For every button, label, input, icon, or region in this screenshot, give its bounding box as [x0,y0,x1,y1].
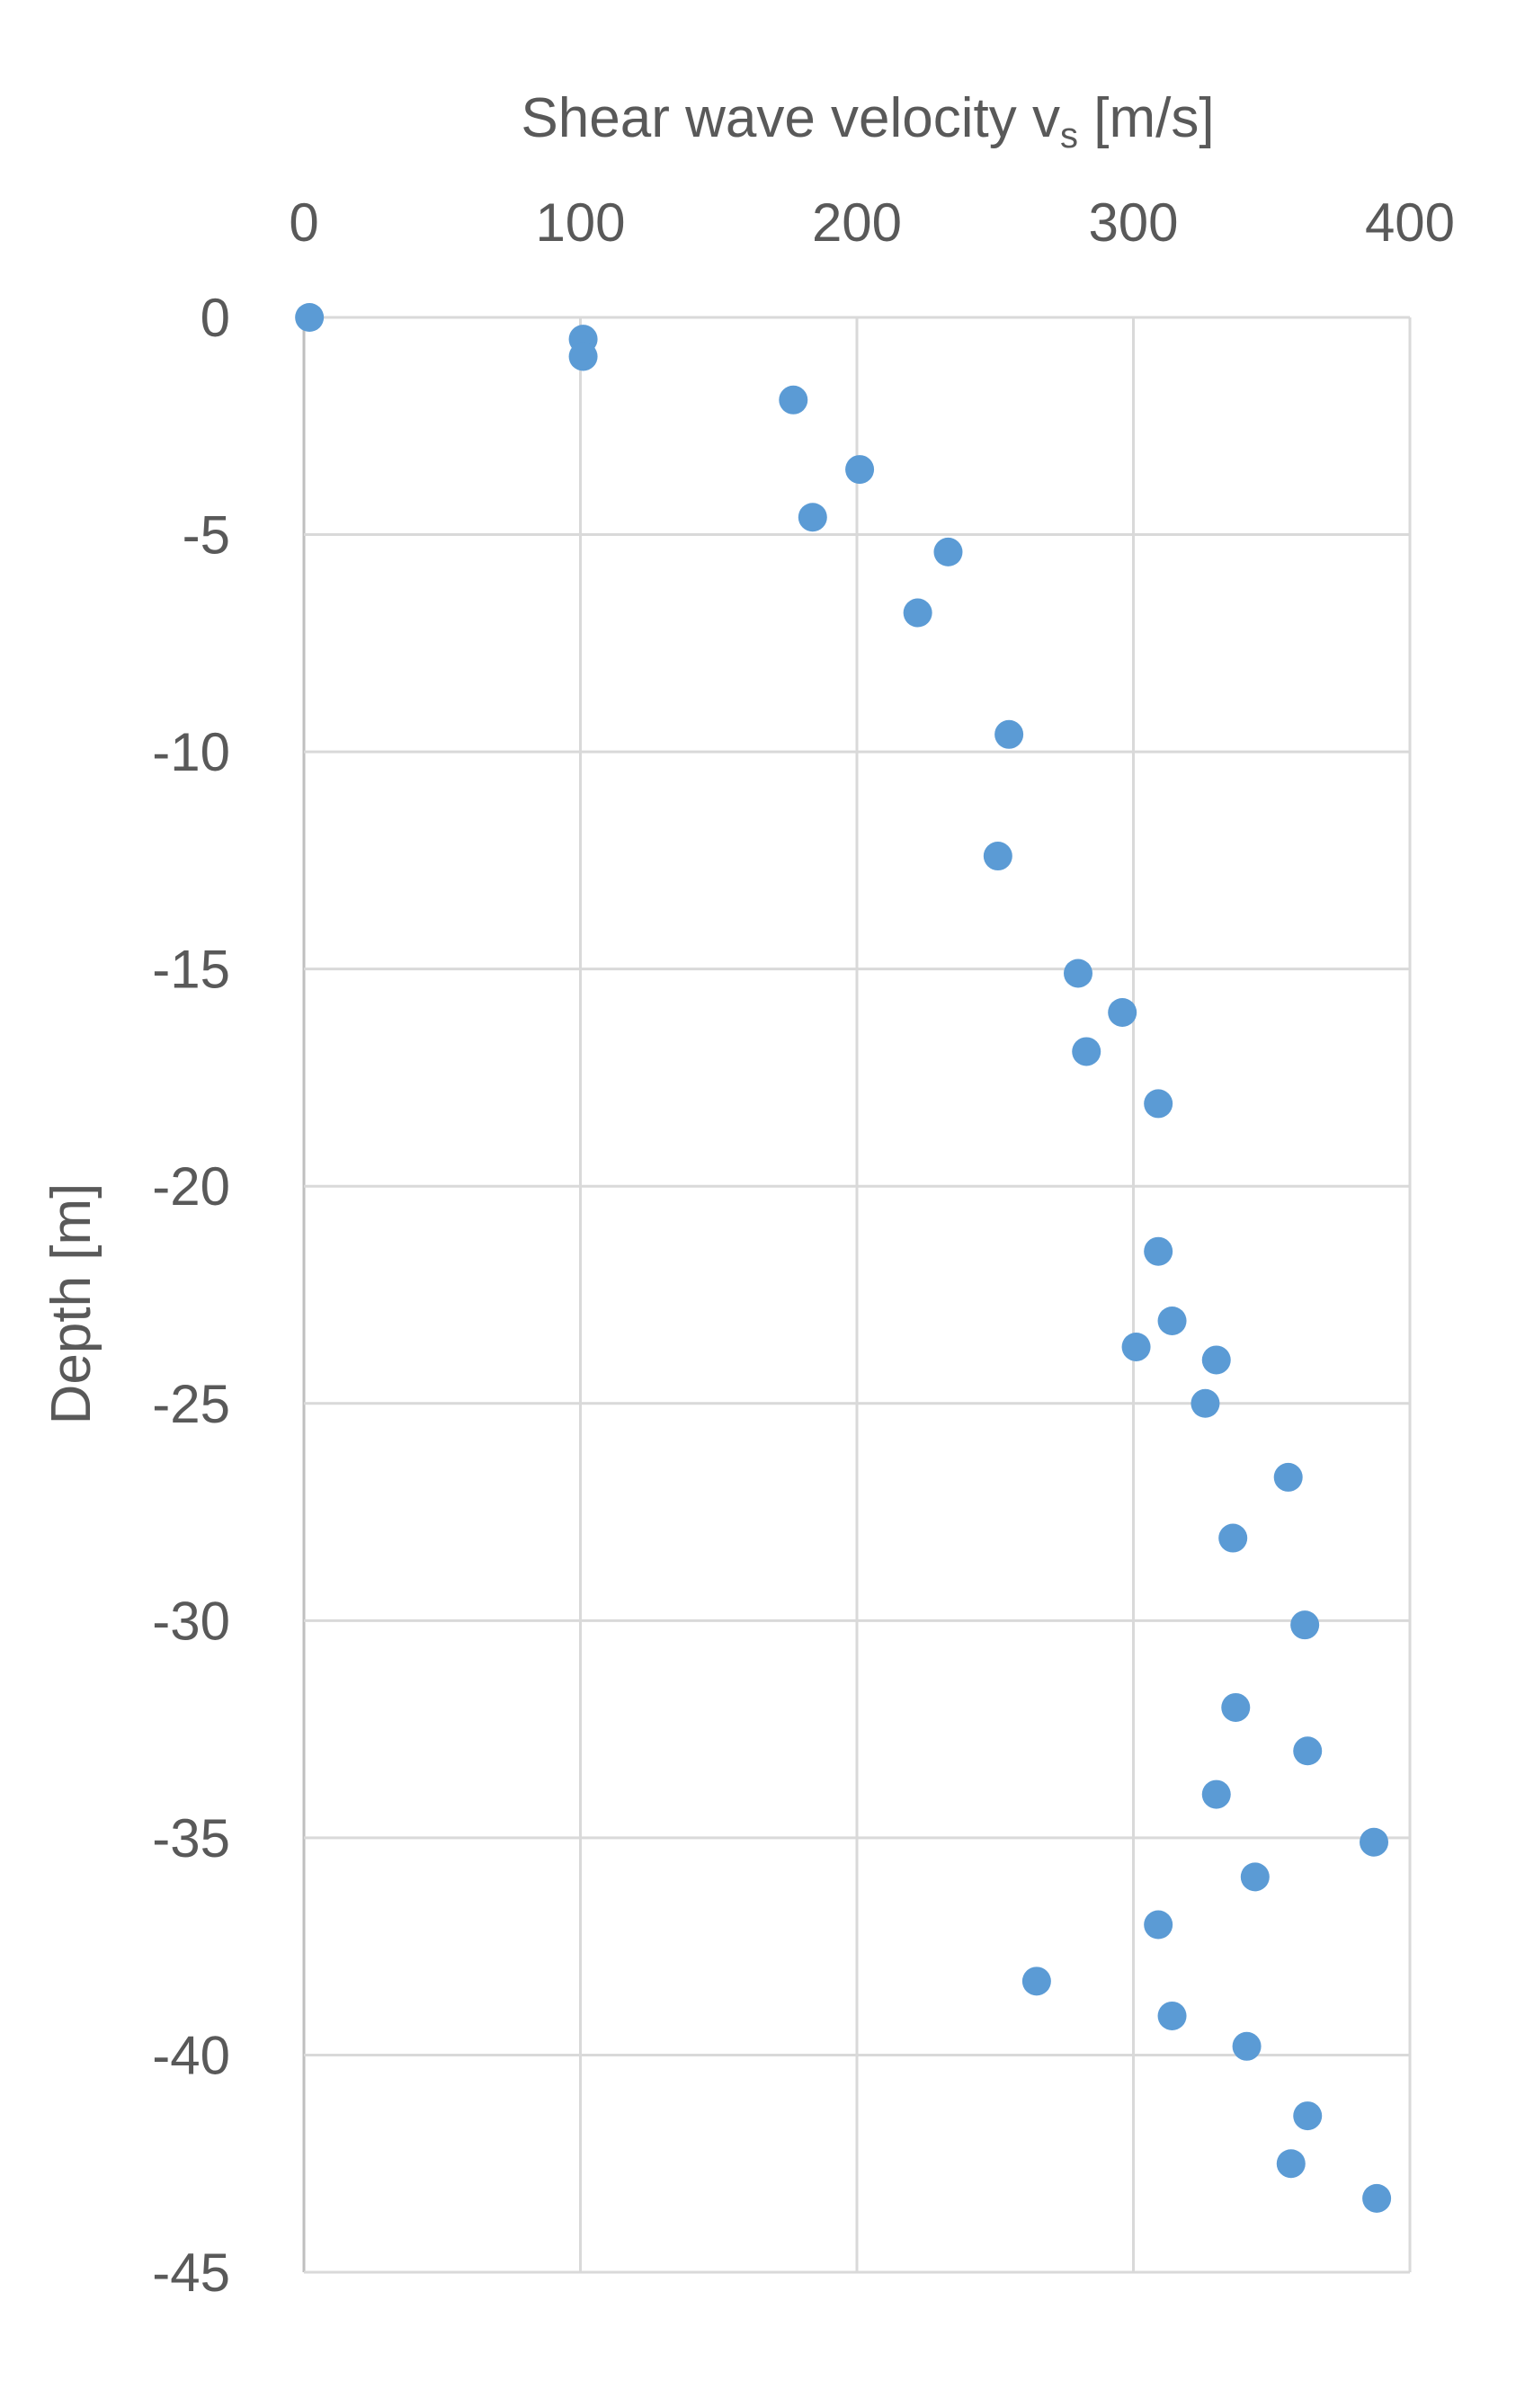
data-point [1064,959,1092,988]
data-point [903,598,932,628]
y-tick-labels: 0 -5 -10 -15 -20 -25 -30 -35 -40 -45 [152,288,230,2303]
data-point [1191,1388,1220,1418]
data-point [798,503,827,532]
y-tick-label: -45 [152,2243,230,2303]
data-point [1144,1236,1173,1266]
y-tick-label: -5 [183,505,230,566]
data-point [1144,1910,1173,1940]
data-points [295,303,1392,2213]
data-point [568,342,598,371]
y-tick-label: 0 [201,288,230,348]
data-point [1240,1862,1270,1892]
data-point [1218,1523,1248,1553]
data-point [1121,1332,1151,1361]
data-point [1273,1462,1303,1492]
data-point [1293,1736,1323,1766]
data-point [933,537,963,566]
data-point [1360,1827,1389,1857]
y-tick-label: -25 [152,1374,230,1434]
y-tick-label: -30 [152,1591,230,1651]
data-point [1157,2001,1187,2030]
data-point [295,303,325,332]
x-tick-labels: 0 100 200 300 400 [289,192,1455,253]
data-point [1201,1345,1231,1375]
data-point [1157,1306,1187,1335]
y-tick-label: -40 [152,2025,230,2085]
data-point [1021,1967,1051,1996]
data-point [1290,1610,1320,1640]
data-point [983,842,1012,871]
x-tick-label: 200 [812,192,902,253]
data-point [1144,1089,1173,1119]
gridlines [302,316,1412,2274]
data-point [1072,1037,1101,1066]
y-axis-title: Depth [m] [40,1183,103,1425]
data-point [994,719,1024,749]
data-point [1221,1692,1251,1722]
x-tick-label: 400 [1365,192,1455,253]
y-tick-label: -15 [152,940,230,1000]
y-tick-label: -10 [152,722,230,782]
x-axis-title: Shear wave velocity vs [m/s] [521,87,1214,156]
data-point [1362,2183,1392,2213]
y-tick-label: -35 [152,1808,230,1868]
data-point [1276,2149,1306,2179]
data-point [1293,2101,1323,2131]
x-tick-label: 100 [535,192,625,253]
y-tick-label: -20 [152,1156,230,1217]
data-point [779,385,808,415]
data-point [1232,2031,1262,2061]
data-point [845,455,875,485]
data-point [1108,997,1137,1027]
data-point [1201,1779,1231,1809]
x-tick-label: 0 [289,192,318,253]
x-tick-label: 300 [1088,192,1178,253]
